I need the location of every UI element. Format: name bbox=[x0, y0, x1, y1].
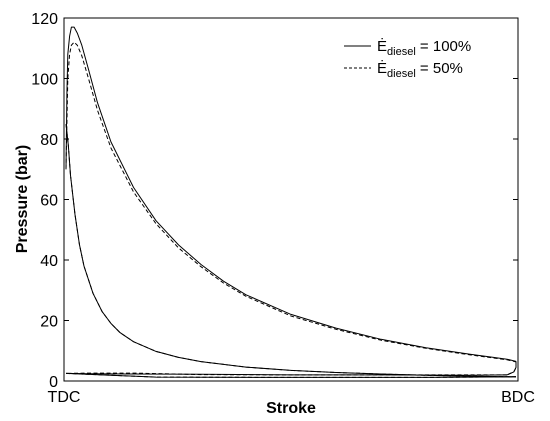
series-50-exhaust-line bbox=[65, 372, 507, 376]
series-50-compression-line bbox=[65, 123, 517, 378]
y-tick-label: 100 bbox=[31, 72, 58, 89]
series-100-expansion-line bbox=[65, 26, 517, 362]
legend-value-100: = 100% bbox=[416, 38, 471, 55]
y-axis-ticks: 0 20 40 60 80 100 120 bbox=[31, 11, 518, 391]
legend-value-50: = 50% bbox=[416, 60, 463, 77]
series-50-expansion-line bbox=[65, 41, 517, 363]
y-tick-label: 120 bbox=[31, 11, 58, 28]
legend-symbol-50: Ė bbox=[377, 59, 387, 77]
x-axis-ticks: TDC BDC bbox=[48, 389, 535, 406]
y-tick-label: 20 bbox=[40, 314, 58, 331]
x-tick-label: TDC bbox=[48, 389, 81, 406]
legend: Ėdiesel = 100% Ėdiesel = 50% bbox=[344, 37, 471, 80]
series-50-blowdown-line bbox=[506, 361, 517, 376]
series-50-intake-line bbox=[65, 372, 517, 378]
legend-subscript-100: diesel bbox=[387, 46, 416, 58]
x-tick-label: BDC bbox=[501, 389, 535, 406]
legend-symbol-100: Ė bbox=[377, 37, 387, 55]
series-100-compression-line bbox=[65, 123, 517, 378]
y-tick-label: 60 bbox=[40, 193, 58, 210]
series-layer bbox=[65, 26, 517, 378]
y-tick-label: 40 bbox=[40, 253, 58, 270]
y-tick-label: 0 bbox=[49, 374, 58, 391]
y-axis-title: Pressure (bar) bbox=[14, 145, 31, 254]
legend-label-100: Ėdiesel = 100% bbox=[377, 37, 471, 58]
legend-label-50: Ėdiesel = 50% bbox=[377, 59, 463, 80]
y-tick-label: 80 bbox=[40, 132, 58, 149]
legend-subscript-50: diesel bbox=[387, 68, 416, 80]
x-axis-title: Stroke bbox=[266, 400, 316, 417]
